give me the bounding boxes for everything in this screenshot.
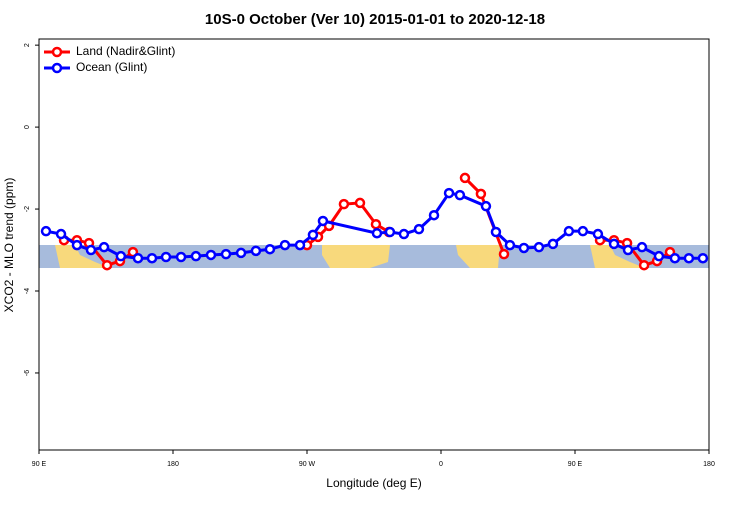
data-point [115, 250, 127, 262]
data-point [317, 215, 329, 227]
data-point [220, 248, 232, 260]
legend-label: Land (Nadir&Glint) [76, 44, 175, 58]
data-point [636, 241, 648, 253]
data-point [592, 228, 604, 240]
data-point [264, 243, 276, 255]
series-line [463, 176, 506, 255]
data-point [40, 225, 52, 237]
data-point [480, 200, 492, 212]
data-point [250, 245, 262, 257]
x-tick-label: 0 [439, 461, 443, 468]
data-point [475, 188, 487, 200]
y-tick-label: 0 [24, 125, 31, 129]
data-point [669, 252, 681, 264]
data-point [413, 223, 425, 235]
data-point [160, 251, 172, 263]
x-tick-label: 90 E [32, 461, 47, 468]
y-tick-label: 2 [24, 43, 31, 47]
data-point [504, 239, 516, 251]
data-point [354, 197, 366, 209]
data-point [398, 228, 410, 240]
legend-marker [51, 62, 63, 74]
x-tick-label: 90 E [568, 461, 583, 468]
y-tick-label: -4 [24, 288, 31, 294]
data-point [547, 238, 559, 250]
data-point [454, 189, 466, 201]
data-point [638, 259, 650, 271]
land-shape [55, 245, 110, 268]
data-point [55, 228, 67, 240]
data-point [428, 209, 440, 221]
data-point [98, 241, 110, 253]
data-point [498, 248, 510, 260]
data-point [490, 226, 502, 238]
chart-title: 10S-0 October (Ver 10) 2015-01-01 to 202… [205, 11, 545, 28]
x-axis-label: Longitude (deg E) [326, 476, 421, 490]
data-point [683, 252, 695, 264]
data-point [608, 238, 620, 250]
data-point [71, 239, 83, 251]
land-shape [322, 245, 390, 268]
data-point [384, 226, 396, 238]
data-point [175, 251, 187, 263]
data-point [235, 247, 247, 259]
data-point [371, 227, 383, 239]
data-point [307, 229, 319, 241]
legend-label: Ocean (Glint) [76, 60, 147, 74]
data-point [443, 187, 455, 199]
data-point [563, 225, 575, 237]
land-shape [456, 245, 500, 268]
data-point [697, 252, 709, 264]
data-point [85, 244, 97, 256]
data-point [518, 242, 530, 254]
y-axis-label: XCO2 - MLO trend (ppm) [2, 178, 16, 313]
data-point [338, 198, 350, 210]
x-tick-label: 180 [167, 461, 179, 468]
plot-frame [38, 38, 710, 451]
data-point [190, 250, 202, 262]
data-point [459, 172, 471, 184]
x-tick-label: 180 [703, 461, 715, 468]
land-shape [590, 245, 645, 268]
x-tick-label: 90 W [299, 461, 316, 468]
data-point [577, 225, 589, 237]
data-point [205, 249, 217, 261]
legend-marker [51, 46, 63, 58]
data-point [622, 244, 634, 256]
data-point [370, 218, 382, 230]
data-point [279, 239, 291, 251]
data-point [653, 250, 665, 262]
data-point [294, 239, 306, 251]
plot-area: 90 E 180 90 W 0 90 E 180 -6 -4 -2 0 2 Land (Nadir&G… [24, 43, 715, 468]
data-point [533, 241, 545, 253]
data-point [132, 252, 144, 264]
y-tick-label: -6 [24, 370, 31, 376]
data-point [101, 259, 113, 271]
data-point [146, 252, 158, 264]
y-tick-label: -2 [24, 206, 31, 212]
